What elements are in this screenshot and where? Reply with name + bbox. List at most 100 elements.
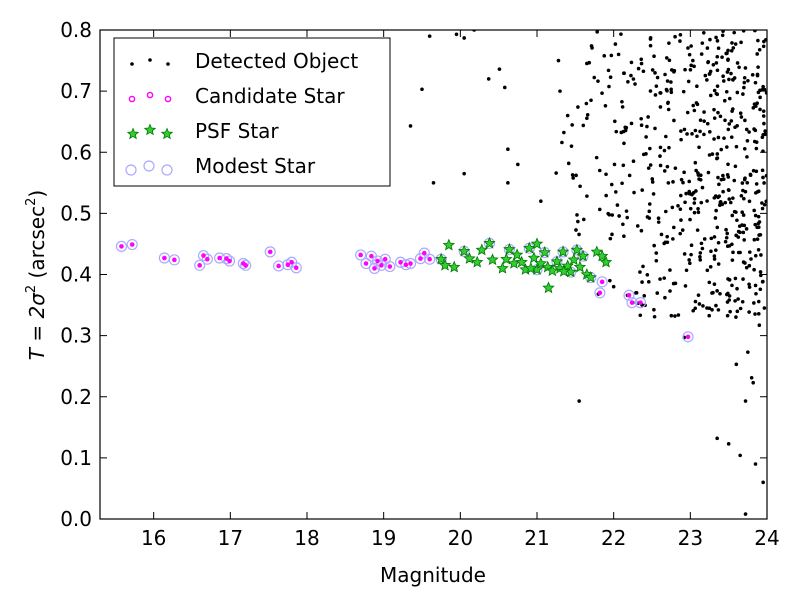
detected-object-point <box>683 67 687 72</box>
detected-object-point <box>666 101 670 105</box>
modest-star-point <box>273 260 285 272</box>
candidate-star-point <box>267 249 273 255</box>
detected-object-point <box>742 75 747 80</box>
detected-object-point <box>662 276 667 280</box>
detected-object-point <box>716 308 721 312</box>
detected-object-point <box>729 135 734 139</box>
detected-object-point <box>716 110 720 115</box>
detected-object-point <box>699 241 704 246</box>
detected-object-point <box>665 164 670 169</box>
candidate-star-point <box>372 266 377 271</box>
detected-object-point <box>693 128 698 133</box>
detected-object-point <box>700 41 705 45</box>
detected-object-point <box>760 87 765 92</box>
candidate-star-point <box>685 334 691 340</box>
detected-object-point <box>639 123 644 127</box>
detected-object-point <box>747 263 752 268</box>
detected-object-point <box>702 119 706 123</box>
detected-object-point <box>721 74 725 79</box>
detected-object-point <box>737 65 741 70</box>
detected-object-point <box>720 55 724 59</box>
detected-object-point <box>715 152 720 156</box>
detected-object-point <box>462 36 466 40</box>
detected-object-point <box>744 127 749 132</box>
detected-object-point <box>566 161 571 166</box>
detected-object-point <box>744 227 749 231</box>
detected-object-point <box>741 188 745 193</box>
detected-object-point <box>554 171 558 175</box>
detected-object-point <box>654 258 659 263</box>
detected-object-point <box>756 38 760 43</box>
detected-object-point <box>751 380 755 385</box>
x-tick-label: 24 <box>754 526 779 550</box>
candidate-star-point <box>427 256 432 262</box>
candidate-star-point <box>387 264 393 269</box>
legend-label-modest-star: Modest Star <box>195 154 316 178</box>
detected-object-point <box>708 37 712 42</box>
detected-object-point <box>708 130 712 134</box>
detected-object-point <box>712 257 717 261</box>
detected-object-point <box>623 128 628 133</box>
candidate-star-point <box>162 255 167 261</box>
modest-star-point <box>264 246 276 258</box>
detected-object-point <box>647 209 652 214</box>
detected-object-point <box>723 239 728 244</box>
detected-object-point <box>682 252 687 256</box>
detected-object-point <box>761 175 765 180</box>
detected-object-point <box>730 41 734 45</box>
candidate-star-point <box>172 257 177 263</box>
detected-object-point <box>719 177 724 182</box>
detected-object-point <box>752 267 756 272</box>
detected-object-point <box>570 173 575 177</box>
y-axis-label-prefix: T = 2σ <box>25 292 49 360</box>
detected-object-point <box>712 116 717 120</box>
detected-object-point <box>749 257 753 261</box>
detected-object-point <box>749 376 754 380</box>
y-tick-label: 0.2 <box>60 385 92 409</box>
detected-object-point <box>679 137 683 142</box>
detected-object-point <box>725 70 730 74</box>
detected-object-point <box>650 68 655 72</box>
detected-object-point <box>697 177 701 181</box>
detected-object-point <box>676 203 680 208</box>
detected-object-point <box>756 312 761 316</box>
detected-object-point <box>612 119 617 124</box>
detected-object-point <box>715 84 720 88</box>
detected-object-point <box>721 30 725 33</box>
psf-star-point <box>527 251 541 264</box>
detected-object-point <box>662 169 667 173</box>
modest-star-point <box>634 297 647 309</box>
modest-star-point <box>375 259 387 271</box>
detected-object-point <box>741 30 746 33</box>
detected-object-point <box>619 130 624 135</box>
detected-object-point <box>585 112 590 117</box>
detected-object-point <box>742 238 746 242</box>
modest-star-point <box>126 238 138 251</box>
detected-object-point <box>692 196 697 201</box>
detected-object-point <box>462 171 466 176</box>
detected-object-point <box>689 63 693 68</box>
detected-object-point <box>692 201 697 205</box>
detected-object-point <box>691 308 695 313</box>
psf-star-point <box>542 281 555 294</box>
detected-object-point <box>710 291 714 295</box>
detected-object-point <box>753 213 758 218</box>
detected-object-point <box>692 64 696 69</box>
detected-object-point <box>758 287 763 292</box>
candidate-star-point <box>398 259 403 265</box>
detected-object-point <box>679 129 683 133</box>
detected-object-point <box>716 175 720 180</box>
detected-object-point <box>565 113 570 118</box>
detected-object-point <box>629 73 633 78</box>
detected-object-point <box>606 211 610 216</box>
detected-object-point <box>736 297 740 301</box>
detected-object-point <box>726 127 731 132</box>
detected-object-point <box>696 206 700 211</box>
detected-object-point <box>610 232 614 237</box>
detected-object-point <box>718 200 723 205</box>
detected-object-point <box>639 228 644 233</box>
x-tick-label: 19 <box>371 526 396 550</box>
psf-star-point <box>584 271 597 283</box>
candidate-star-point <box>285 262 291 268</box>
